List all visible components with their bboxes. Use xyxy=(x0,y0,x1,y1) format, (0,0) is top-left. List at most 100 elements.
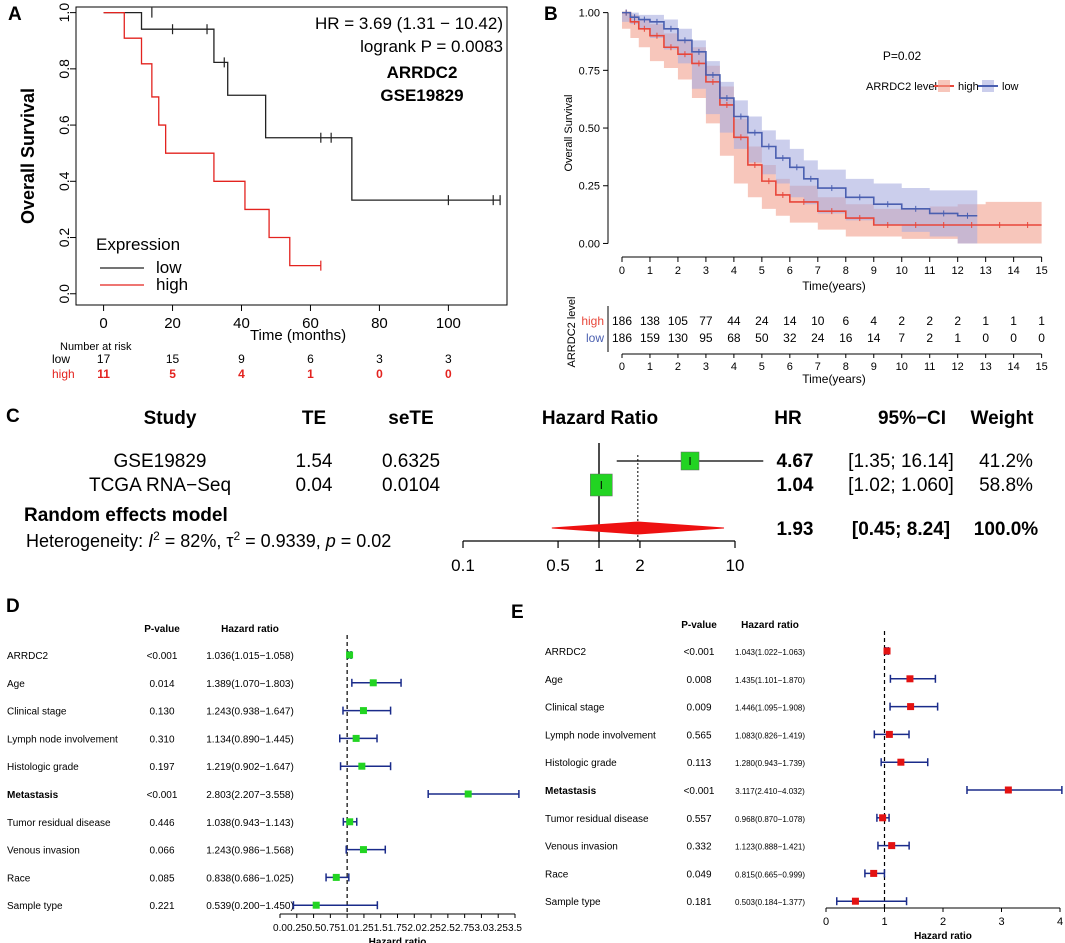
row-p-value: <0.001 xyxy=(147,790,178,801)
row-p-value: 0.008 xyxy=(686,675,711,686)
risk-count-high-b: 14 xyxy=(783,314,797,328)
plot-frame-a xyxy=(75,6,508,306)
risk-count-low: 3 xyxy=(445,352,452,366)
heterogeneity-part: τ xyxy=(226,531,233,551)
row-hazard-ratio: 1.435(1.101−1.870) xyxy=(735,676,805,685)
risk-count-high-b: 77 xyxy=(699,314,713,328)
pooled-hr-c: 1.93 xyxy=(777,519,814,540)
ci-band-low xyxy=(621,12,978,244)
forest-header-c: Study xyxy=(144,408,197,429)
row-p-value: 0.113 xyxy=(687,758,712,769)
x-tick-label-b: 2 xyxy=(675,265,681,277)
y-tick-label-a: 0.4 xyxy=(56,171,72,191)
row-p-value: 0.565 xyxy=(686,730,711,741)
x-tick-label: 3.5 xyxy=(508,923,522,934)
p-value-header: P-value xyxy=(144,624,180,635)
x-tick-label: 3 xyxy=(998,916,1004,928)
row-label: Tumor residual disease xyxy=(7,818,111,829)
risk-count-low: 9 xyxy=(238,352,245,366)
row-p-value: 0.332 xyxy=(686,842,711,853)
forest-header-c: TE xyxy=(302,408,326,429)
panel-label-c: C xyxy=(6,406,20,427)
panel-label-e: E xyxy=(511,602,524,623)
risk-count-high-b: 44 xyxy=(727,314,741,328)
row-hazard-ratio: 1.123(0.888−1.421) xyxy=(735,843,805,852)
legend-swatch-bg-high-b xyxy=(938,80,950,92)
x-tick-label-c: 1 xyxy=(594,556,603,575)
x-tick-label-a: 100 xyxy=(436,315,461,332)
risk-table-ylabel-b: ARRDC2 level xyxy=(566,297,578,368)
risk-count-high-b: 1 xyxy=(1010,314,1017,328)
risk-count-high-b: 24 xyxy=(755,314,769,328)
x-tick-label-b-rt: 4 xyxy=(731,361,737,373)
row-label: Histologic grade xyxy=(7,762,79,773)
hr-point xyxy=(352,734,360,742)
hr-point xyxy=(359,846,367,854)
x-tick-label-b-rt: 7 xyxy=(815,361,821,373)
p-value-header: P-value xyxy=(681,620,717,631)
study-hr-c: 1.04 xyxy=(777,475,814,496)
pvalue-b: P=0.02 xyxy=(883,49,922,63)
row-label: Metastasis xyxy=(7,790,59,801)
x-tick-label-b-rt: 3 xyxy=(703,361,709,373)
forest-header-c: Hazard Ratio xyxy=(542,408,658,429)
row-label: Lymph node involvement xyxy=(7,734,118,745)
y-tick-label-a: 0.6 xyxy=(56,115,72,135)
risk-count-low-b: 186 xyxy=(612,331,632,345)
pooled-weight-c: 100.0% xyxy=(974,519,1039,540)
row-label: ARRDC2 xyxy=(545,647,587,658)
risk-row-label-low: low xyxy=(52,352,70,366)
risk-count-high: 5 xyxy=(169,367,176,381)
x-tick-label: 0.25 xyxy=(287,923,307,934)
hr-point xyxy=(897,758,905,766)
x-tick-label-b-rt: 5 xyxy=(759,361,765,373)
x-tick-label: 1 xyxy=(881,916,887,928)
km-curve-high xyxy=(103,11,321,267)
study-sete-c: 0.6325 xyxy=(382,451,440,472)
study-hr-c: 4.67 xyxy=(777,451,814,472)
risk-count-low-b: 16 xyxy=(839,331,853,345)
study-weight-c: 41.2% xyxy=(979,451,1033,472)
hr-point xyxy=(888,842,896,850)
x-axis-title-b-rt: Time(years) xyxy=(802,372,866,386)
heterogeneity-part: = 82%, xyxy=(160,531,227,551)
risk-count-low-b: 50 xyxy=(755,331,769,345)
panel-label-a: A xyxy=(8,4,22,25)
y-tick-label-b: 0.00 xyxy=(579,238,600,250)
risk-count-high-b: 2 xyxy=(898,314,905,328)
risk-count-high-b: 2 xyxy=(926,314,933,328)
study-ci-c: [1.02; 1.060] xyxy=(848,475,954,496)
row-hazard-ratio: 1.243(0.938−1.647) xyxy=(206,707,294,718)
row-label: Race xyxy=(545,869,569,880)
row-label: Sample type xyxy=(7,901,63,912)
row-hazard-ratio: 1.243(0.986−1.568) xyxy=(206,846,294,857)
risk-row-label-high: high xyxy=(52,367,75,381)
row-p-value: <0.001 xyxy=(684,647,715,658)
row-label: Lymph node involvement xyxy=(545,730,656,741)
row-hazard-ratio: 1.134(0.890−1.445) xyxy=(206,734,294,745)
hr-point xyxy=(346,651,354,659)
row-label: Venous invasion xyxy=(545,842,618,853)
row-hazard-ratio: 1.446(1.095−1.908) xyxy=(735,704,805,713)
x-tick-label-b: 7 xyxy=(815,265,821,277)
row-p-value: 0.049 xyxy=(686,869,711,880)
pooled-ci-c: [0.45; 8.24] xyxy=(852,519,950,540)
x-tick-label-b-rt: 12 xyxy=(952,361,964,373)
study-te-c: 0.04 xyxy=(296,475,333,496)
x-tick-label-b: 6 xyxy=(787,265,793,277)
study-weight-c: 58.8% xyxy=(979,475,1033,496)
x-tick-label-b: 13 xyxy=(980,265,992,277)
row-hazard-ratio: 0.503(0.184−1.377) xyxy=(735,898,805,907)
panel-label-d: D xyxy=(6,596,20,617)
x-tick-label-b-rt: 11 xyxy=(924,361,935,373)
hr-point xyxy=(464,790,472,798)
study-te-c: 1.54 xyxy=(296,451,333,472)
x-axis-title: Hazard ratio xyxy=(369,937,427,943)
risk-count-high-b: 105 xyxy=(668,314,688,328)
x-tick-label-b: 10 xyxy=(896,265,908,277)
x-tick-label-b-rt: 13 xyxy=(980,361,992,373)
x-tick-label-b-rt: 8 xyxy=(843,361,849,373)
legend-title-b: ARRDC2 level xyxy=(866,81,937,93)
y-tick-label-a: 0.2 xyxy=(56,228,72,248)
